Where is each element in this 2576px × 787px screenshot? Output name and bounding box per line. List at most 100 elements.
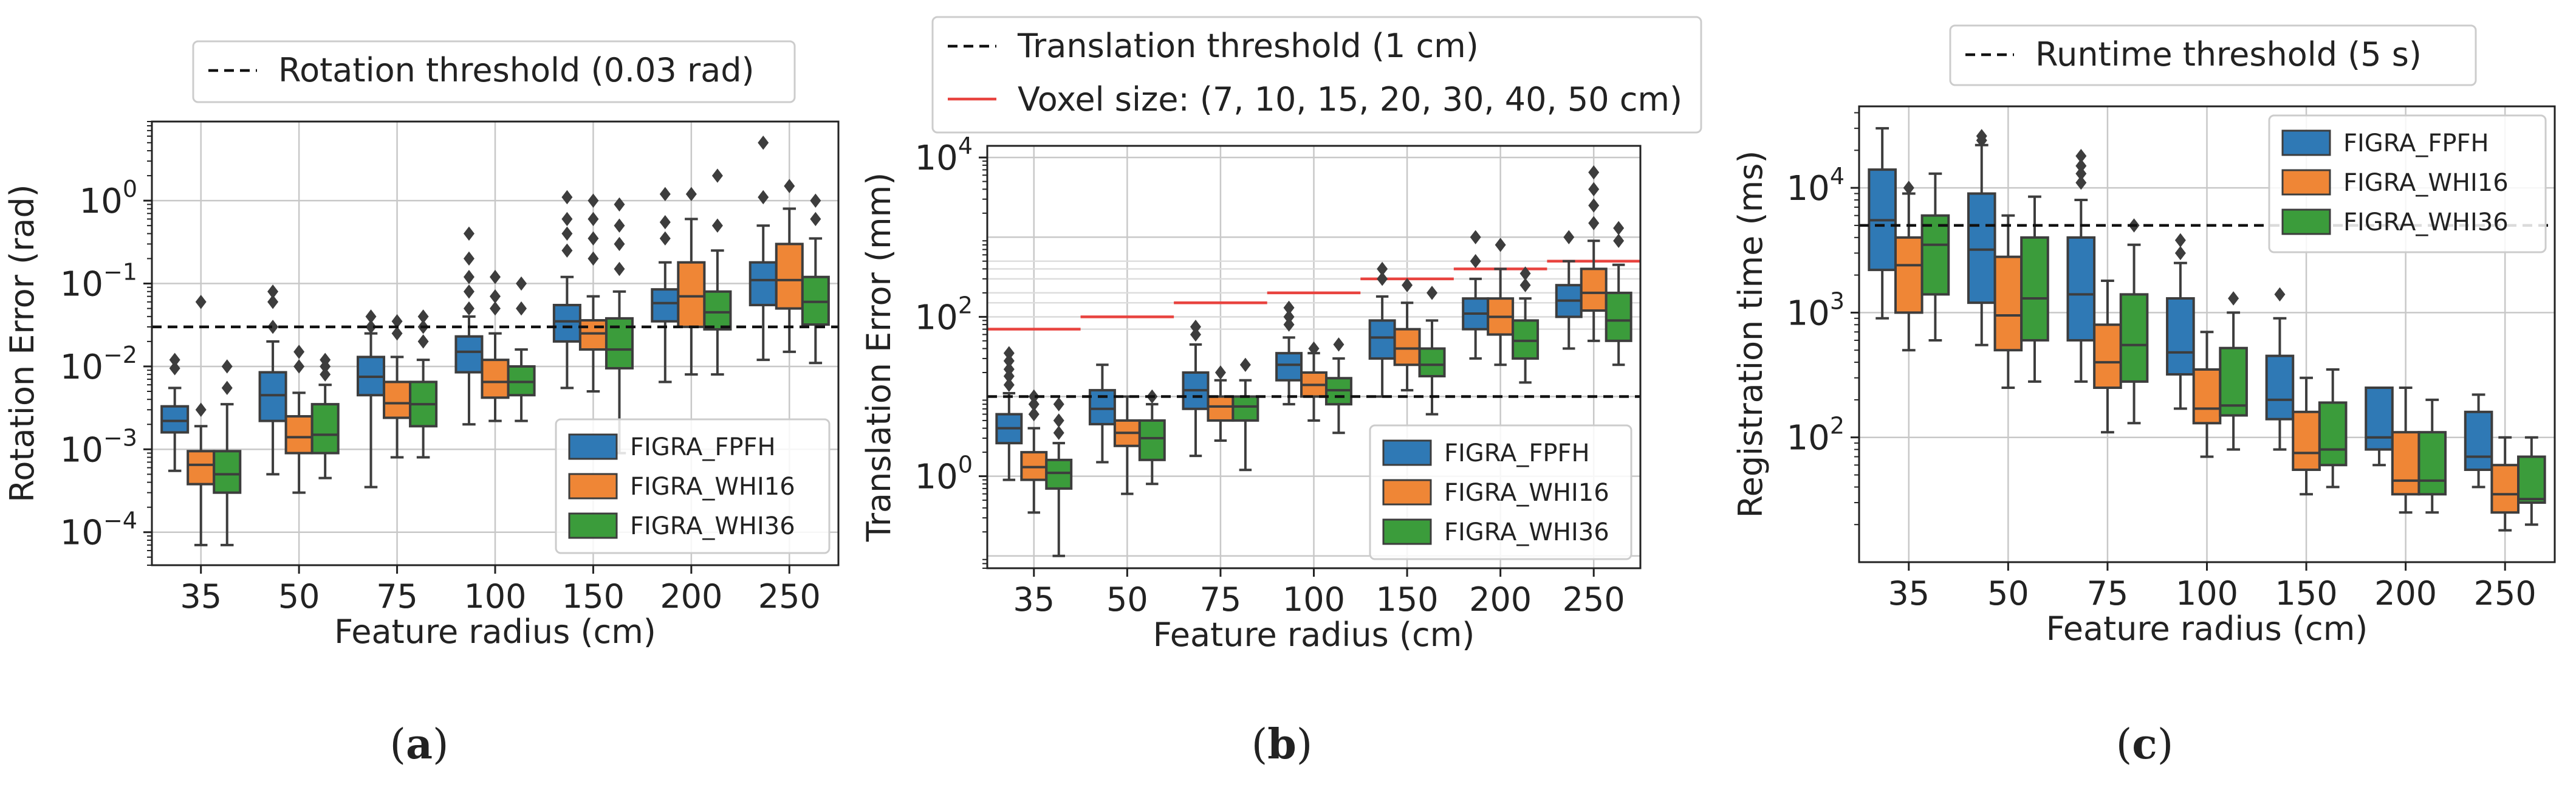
outlier	[1308, 341, 1320, 356]
minor-ticks	[147, 121, 152, 566]
outlier	[516, 276, 527, 291]
outlier	[614, 218, 625, 233]
legend-swatch	[568, 433, 618, 460]
x-tick-label: 150	[2275, 574, 2338, 613]
outlier	[1003, 346, 1015, 360]
outlier	[614, 261, 625, 277]
outlier	[1333, 337, 1345, 352]
x-tick-label: 100	[1283, 580, 1345, 619]
box	[187, 450, 216, 486]
outlier	[2075, 167, 2087, 181]
outlier	[320, 352, 331, 367]
outlier	[2075, 159, 2087, 173]
legend-label: FIGRA_FPFH	[630, 433, 776, 461]
threshold-legend: Rotation threshold (0.03 rad)	[192, 40, 796, 103]
outlier	[365, 320, 377, 334]
legend-label: FIGRA_WHI16	[1444, 479, 1609, 507]
outlier	[490, 301, 501, 316]
x-tick-label: 200	[660, 577, 722, 616]
legend-box	[2268, 114, 2547, 253]
legend-label: FIGRA_FPFH	[1444, 439, 1590, 467]
box	[2192, 368, 2222, 425]
outlier	[1053, 413, 1064, 428]
y-tick-label: 10−4	[60, 507, 137, 553]
outlier	[561, 243, 573, 258]
outlier	[1003, 362, 1015, 377]
outlier	[758, 190, 769, 205]
caption-c: (c)	[2115, 720, 2174, 769]
outlier	[516, 301, 527, 316]
x-ticks: 35 50 75 100 150 200 250	[1013, 568, 1625, 619]
series-FIGRA_WHI16	[1020, 165, 1608, 514]
y-tick-label: 10−1	[60, 259, 137, 304]
box	[1207, 395, 1235, 422]
outlier	[1053, 425, 1064, 440]
outlier	[2174, 246, 2186, 261]
series-FIGRA_WHI36	[1920, 172, 2546, 526]
outlier	[2228, 291, 2239, 306]
outlier	[685, 187, 697, 202]
box	[213, 450, 242, 494]
box	[2464, 410, 2493, 472]
legend-swatch	[1382, 439, 1432, 466]
outlier	[1214, 365, 1226, 380]
y-tick-label: 102	[1787, 413, 1845, 458]
outlier	[221, 359, 233, 374]
outlier	[463, 226, 474, 241]
outlier	[463, 301, 474, 316]
x-tick-label: 75	[376, 577, 418, 616]
outlier	[1588, 165, 1600, 180]
box	[1605, 291, 1632, 342]
box	[2517, 455, 2546, 504]
outlier	[463, 251, 474, 266]
x-tick-label: 150	[1376, 580, 1439, 619]
outlier	[587, 251, 599, 266]
x-tick-label: 75	[2087, 574, 2129, 613]
outlier	[1028, 407, 1040, 422]
outlier	[1190, 320, 1201, 334]
outlier	[2174, 233, 2186, 248]
outlier	[1377, 272, 1388, 286]
legend-label: FIGRA_WHI16	[2343, 169, 2509, 197]
outlier	[1519, 266, 1531, 281]
outlier	[1028, 397, 1040, 411]
x-tick-label: 250	[758, 577, 821, 616]
series-FIGRA_WHI16	[1894, 180, 2520, 532]
outlier	[1470, 254, 1481, 269]
box	[651, 288, 680, 323]
x-tick-label: 35	[180, 577, 222, 616]
box	[703, 290, 732, 331]
legend-box	[1369, 424, 1632, 560]
x-tick-label: 250	[2474, 574, 2537, 613]
box	[2066, 236, 2096, 342]
legend-label: FIGRA_WHI16	[630, 473, 795, 501]
y-tick-label: 104	[1787, 163, 1845, 208]
outlier	[1613, 221, 1625, 236]
box	[552, 303, 581, 343]
outlier	[1003, 377, 1015, 393]
x-tick-label: 150	[562, 577, 625, 616]
outlier	[320, 367, 331, 382]
outlier	[2075, 175, 2087, 190]
series-FIGRA_FPFH	[1868, 127, 2493, 489]
x-tick-label: 50	[1106, 580, 1148, 619]
legend-swatch	[2281, 129, 2331, 156]
outlier	[1283, 309, 1295, 325]
outlier	[365, 309, 377, 324]
outlier	[2075, 148, 2087, 163]
box	[2318, 401, 2348, 467]
x-tick-label: 250	[1563, 580, 1625, 619]
outlier	[417, 334, 429, 349]
minor-ticks	[1854, 112, 1859, 526]
x-tick-label: 100	[2176, 574, 2238, 613]
series-FIGRA_FPFH	[160, 136, 778, 489]
outlier	[711, 218, 723, 233]
box	[1393, 328, 1421, 366]
outlier	[810, 193, 821, 208]
outlier	[1519, 278, 1531, 292]
outlier	[1563, 230, 1575, 244]
outlier	[391, 314, 403, 329]
outlier	[784, 179, 795, 193]
outlier	[587, 231, 599, 246]
box	[1231, 395, 1259, 422]
